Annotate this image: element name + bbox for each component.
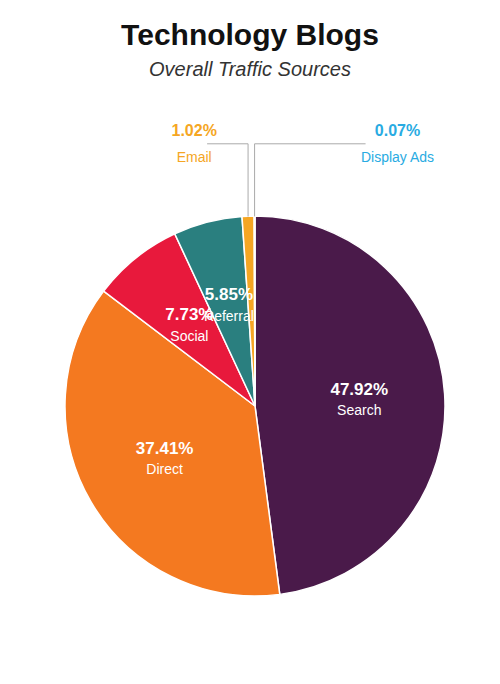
svg-text:5.85%: 5.85% (205, 285, 253, 304)
svg-text:Search: Search (337, 402, 381, 418)
svg-text:Display Ads: Display Ads (361, 149, 434, 165)
svg-text:7.73%: 7.73% (165, 305, 214, 325)
svg-text:Direct: Direct (146, 461, 183, 477)
svg-text:0.07%: 0.07% (375, 122, 420, 139)
svg-text:Social: Social (170, 328, 208, 344)
svg-text:47.92%: 47.92% (330, 380, 388, 399)
svg-text:Email: Email (177, 149, 212, 165)
svg-text:Referral: Referral (204, 308, 254, 324)
html-text:Technology Blogs: Technology Blogs (121, 18, 379, 51)
svg-text:37.41%: 37.41% (136, 439, 194, 458)
html-text:Overall Traffic Sources: Overall Traffic Sources (149, 58, 351, 80)
svg-text:1.02%: 1.02% (172, 122, 217, 139)
